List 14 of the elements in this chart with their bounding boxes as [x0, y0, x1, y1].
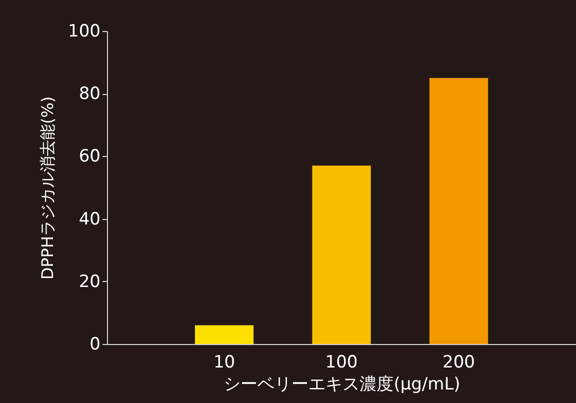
bar	[429, 78, 488, 344]
y-tick-label: 60	[78, 146, 100, 167]
y-tick-label: 0	[90, 334, 100, 354]
y-tick-label: 40	[78, 209, 100, 230]
y-tick-label: 20	[78, 272, 100, 292]
x-axis-title: シーベリーエキス濃度(μg/mL)	[224, 374, 460, 394]
y-tick-label: 80	[78, 84, 100, 104]
bar	[194, 325, 254, 344]
bar	[312, 166, 371, 344]
y-tick-label: 100	[68, 22, 100, 42]
y-axis-title: DPPHラジカル消去能(%)	[38, 96, 58, 280]
x-tick-label: 100	[325, 352, 358, 372]
x-tick-label: 200	[442, 352, 475, 372]
x-tick-label: 10	[213, 352, 236, 372]
